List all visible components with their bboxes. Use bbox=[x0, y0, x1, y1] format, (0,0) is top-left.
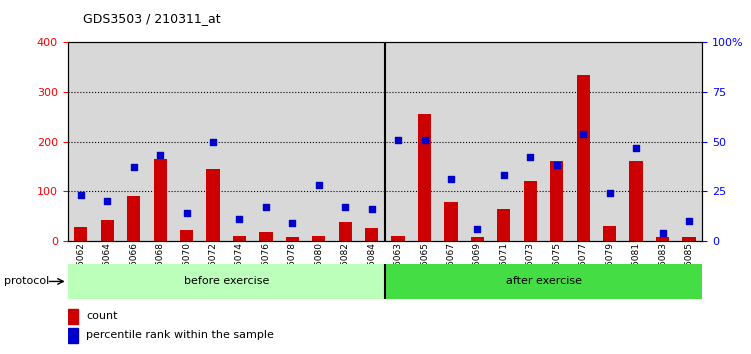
Bar bbox=[497, 209, 511, 241]
Bar bbox=[74, 227, 87, 241]
Bar bbox=[233, 236, 246, 241]
Bar bbox=[603, 226, 617, 241]
Point bbox=[550, 162, 562, 168]
Bar bbox=[629, 161, 643, 241]
Point bbox=[578, 131, 590, 137]
Point bbox=[154, 153, 166, 158]
Point bbox=[683, 218, 695, 224]
Point bbox=[312, 182, 324, 188]
Point bbox=[656, 230, 668, 236]
Text: after exercise: after exercise bbox=[505, 276, 581, 286]
Bar bbox=[385, 42, 412, 241]
Bar bbox=[623, 42, 650, 241]
Bar bbox=[596, 42, 623, 241]
Bar bbox=[577, 75, 590, 241]
Bar bbox=[120, 42, 147, 241]
Bar bbox=[464, 42, 490, 241]
Point bbox=[101, 198, 113, 204]
Point bbox=[498, 172, 510, 178]
Bar bbox=[332, 42, 358, 241]
Point bbox=[234, 216, 246, 222]
Bar bbox=[312, 236, 325, 241]
Bar bbox=[68, 328, 78, 343]
Bar bbox=[445, 202, 457, 241]
Bar bbox=[650, 42, 676, 241]
Text: protocol: protocol bbox=[4, 276, 49, 286]
Point bbox=[339, 204, 351, 210]
Bar bbox=[153, 159, 167, 241]
Point bbox=[207, 139, 219, 144]
Bar bbox=[252, 42, 279, 241]
Bar bbox=[306, 42, 332, 241]
Point bbox=[524, 155, 536, 160]
Bar bbox=[391, 236, 405, 241]
Bar bbox=[173, 42, 200, 241]
Bar bbox=[279, 42, 306, 241]
Bar bbox=[544, 42, 570, 241]
Bar bbox=[226, 42, 252, 241]
Bar bbox=[200, 42, 226, 241]
Bar bbox=[418, 114, 431, 241]
Bar bbox=[147, 42, 173, 241]
Bar bbox=[339, 222, 351, 241]
Point bbox=[260, 204, 272, 210]
Bar bbox=[358, 42, 385, 241]
Point bbox=[392, 137, 404, 142]
Point bbox=[180, 210, 192, 216]
Bar bbox=[68, 309, 78, 324]
Bar bbox=[68, 42, 94, 241]
Bar bbox=[412, 42, 438, 241]
Bar bbox=[550, 161, 563, 241]
Bar bbox=[683, 237, 695, 241]
Bar bbox=[259, 232, 273, 241]
Bar bbox=[656, 237, 669, 241]
Bar bbox=[207, 169, 219, 241]
Bar bbox=[676, 42, 702, 241]
Point bbox=[418, 137, 430, 142]
Bar bbox=[471, 237, 484, 241]
Text: count: count bbox=[86, 311, 118, 321]
Point bbox=[472, 226, 484, 232]
Bar bbox=[523, 181, 537, 241]
Point bbox=[366, 206, 378, 212]
Bar bbox=[94, 42, 120, 241]
Bar bbox=[180, 230, 193, 241]
Bar bbox=[365, 228, 379, 241]
Bar bbox=[570, 42, 596, 241]
Bar bbox=[490, 42, 517, 241]
Bar bbox=[101, 220, 114, 241]
Bar bbox=[517, 42, 544, 241]
Bar bbox=[285, 237, 299, 241]
Point bbox=[128, 165, 140, 170]
Text: percentile rank within the sample: percentile rank within the sample bbox=[86, 330, 274, 340]
Point bbox=[75, 192, 87, 198]
Point bbox=[604, 190, 616, 196]
Bar bbox=[127, 196, 140, 241]
Text: before exercise: before exercise bbox=[183, 276, 269, 286]
Bar bbox=[68, 264, 385, 299]
Bar bbox=[385, 264, 702, 299]
Point bbox=[445, 176, 457, 182]
Text: GDS3503 / 210311_at: GDS3503 / 210311_at bbox=[83, 12, 220, 25]
Bar bbox=[438, 42, 464, 241]
Point bbox=[286, 220, 298, 226]
Point bbox=[630, 145, 642, 150]
